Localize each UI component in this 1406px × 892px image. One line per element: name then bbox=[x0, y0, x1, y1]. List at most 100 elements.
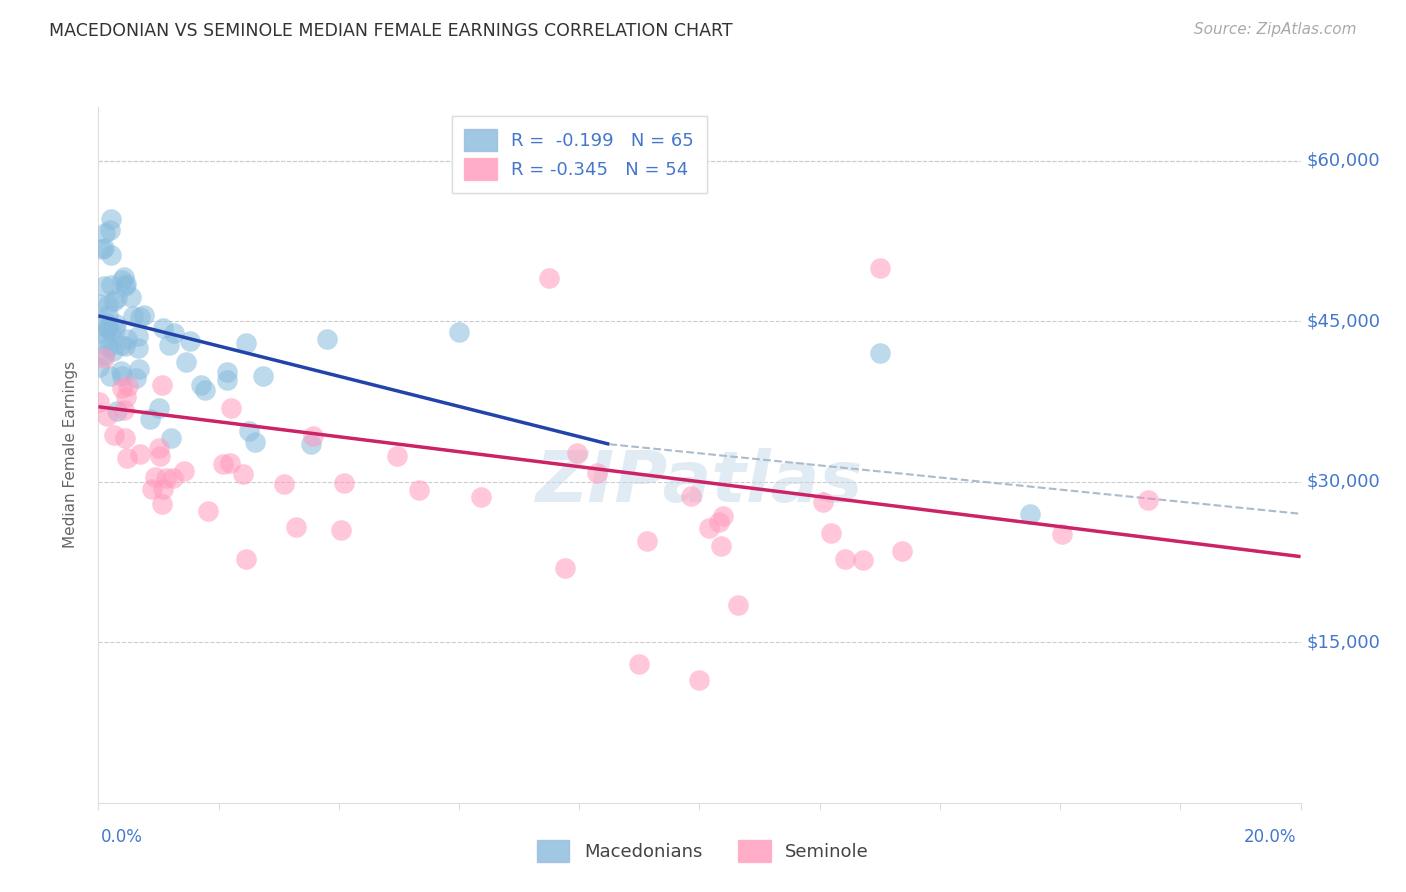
Point bbox=[385, 449, 408, 463]
Point bbox=[149, 449, 172, 463]
Text: 0.0%: 0.0% bbox=[101, 828, 143, 846]
Point bbox=[157, 338, 180, 352]
Point bbox=[245, 435, 267, 450]
Point bbox=[709, 515, 731, 529]
Point bbox=[150, 498, 173, 512]
Text: ZIPatlas: ZIPatlas bbox=[536, 449, 863, 517]
Point bbox=[94, 326, 117, 341]
Point bbox=[114, 279, 136, 293]
Point bbox=[628, 657, 651, 671]
Point bbox=[94, 316, 117, 330]
Text: $45,000: $45,000 bbox=[1306, 312, 1381, 330]
Point bbox=[834, 552, 856, 566]
Point bbox=[89, 297, 111, 311]
Legend: Macedonians, Seminole: Macedonians, Seminole bbox=[530, 833, 876, 870]
Point bbox=[232, 467, 254, 481]
Point bbox=[148, 401, 170, 415]
Text: $15,000: $15,000 bbox=[1306, 633, 1381, 651]
Point bbox=[235, 551, 257, 566]
Point bbox=[122, 310, 145, 324]
Point bbox=[852, 553, 875, 567]
Point bbox=[235, 336, 257, 351]
Point bbox=[219, 456, 242, 470]
Point bbox=[211, 457, 233, 471]
Point bbox=[129, 448, 152, 462]
Point bbox=[173, 464, 195, 478]
Point bbox=[96, 321, 118, 335]
Point bbox=[302, 428, 325, 442]
Point bbox=[128, 361, 150, 376]
Point bbox=[273, 477, 295, 491]
Point bbox=[333, 476, 356, 491]
Point bbox=[330, 523, 353, 537]
Point bbox=[97, 340, 120, 354]
Point bbox=[110, 337, 132, 351]
Point bbox=[103, 293, 125, 308]
Text: $30,000: $30,000 bbox=[1306, 473, 1381, 491]
Point bbox=[586, 466, 609, 480]
Point bbox=[105, 404, 128, 418]
Point bbox=[538, 271, 561, 285]
Point bbox=[179, 334, 201, 348]
Point bbox=[89, 395, 111, 409]
Point bbox=[114, 269, 136, 284]
Point bbox=[96, 332, 118, 346]
Point bbox=[252, 368, 274, 383]
Text: Source: ZipAtlas.com: Source: ZipAtlas.com bbox=[1194, 22, 1357, 37]
Point bbox=[688, 673, 710, 687]
Point bbox=[221, 401, 243, 415]
Point bbox=[163, 326, 186, 341]
Point bbox=[127, 342, 149, 356]
Point bbox=[636, 533, 658, 548]
Point bbox=[160, 431, 183, 445]
Point bbox=[284, 520, 307, 534]
Point bbox=[1052, 527, 1074, 541]
Point bbox=[1137, 493, 1160, 508]
Point bbox=[115, 277, 138, 292]
Point bbox=[110, 364, 132, 378]
Y-axis label: Median Female Earnings: Median Female Earnings bbox=[63, 361, 77, 549]
Point bbox=[155, 471, 177, 485]
Point bbox=[129, 310, 152, 325]
Point bbox=[811, 495, 834, 509]
Point bbox=[141, 483, 163, 497]
Point bbox=[447, 325, 470, 339]
Point bbox=[112, 403, 135, 417]
Point bbox=[174, 355, 197, 369]
Point bbox=[567, 446, 589, 460]
Point bbox=[316, 332, 339, 346]
Point bbox=[115, 332, 138, 346]
Point bbox=[103, 428, 125, 442]
Point bbox=[143, 469, 166, 483]
Point bbox=[162, 471, 184, 485]
Point bbox=[215, 364, 238, 378]
Point bbox=[105, 291, 128, 305]
Point bbox=[679, 489, 702, 503]
Point bbox=[97, 321, 120, 335]
Point bbox=[697, 520, 720, 534]
Point bbox=[98, 368, 121, 383]
Point bbox=[134, 308, 156, 322]
Point bbox=[93, 351, 115, 365]
Text: $60,000: $60,000 bbox=[1306, 152, 1381, 169]
Point bbox=[111, 381, 134, 395]
Point bbox=[114, 390, 136, 404]
Point bbox=[148, 442, 170, 456]
Point bbox=[100, 248, 122, 262]
Point bbox=[408, 483, 430, 497]
Point bbox=[727, 598, 749, 612]
Point bbox=[110, 273, 132, 287]
Point bbox=[96, 409, 118, 424]
Point bbox=[554, 561, 576, 575]
Point bbox=[93, 278, 115, 293]
Point bbox=[299, 437, 322, 451]
Point bbox=[150, 378, 173, 392]
Point bbox=[869, 260, 891, 275]
Point bbox=[89, 359, 111, 374]
Point bbox=[100, 212, 122, 227]
Point bbox=[120, 291, 142, 305]
Point bbox=[97, 308, 120, 322]
Point bbox=[470, 491, 492, 505]
Text: 20.0%: 20.0% bbox=[1244, 828, 1296, 846]
Point bbox=[114, 339, 136, 353]
